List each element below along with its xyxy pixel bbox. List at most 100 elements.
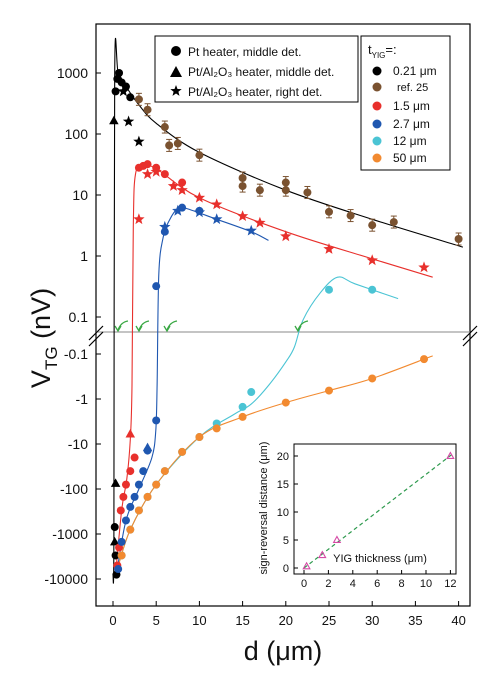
data-point (109, 536, 120, 546)
y-tick-label: -10 (68, 436, 88, 452)
legend-series-label: 1.5 μm (393, 99, 430, 113)
data-point (143, 492, 152, 501)
legend-swatch-icon (372, 153, 382, 163)
data-point (254, 216, 266, 228)
data-point (281, 398, 290, 407)
data-point (111, 551, 120, 560)
data-point (368, 285, 377, 294)
inset-frame (293, 443, 457, 575)
data-point (122, 115, 135, 127)
legend-triangle-icon (170, 66, 182, 77)
data-point (152, 282, 161, 291)
data-point (117, 537, 126, 546)
data-point (193, 206, 206, 218)
data-point (139, 467, 148, 476)
data-point (238, 402, 247, 411)
y-tick-label: -1 (76, 391, 89, 407)
data-point (126, 467, 135, 476)
inset-data-point (446, 451, 455, 459)
data-point (325, 207, 333, 216)
data-point (117, 551, 126, 560)
x-tick-label: 20 (279, 613, 293, 628)
data-point (152, 480, 161, 489)
arrow-icon (297, 320, 309, 331)
arrow-icon (135, 325, 143, 333)
data-point (281, 186, 290, 195)
inset-x-tick-label: 10 (420, 578, 432, 590)
data-point (143, 105, 152, 114)
data-point (133, 213, 145, 225)
arrow-icon (117, 320, 129, 331)
legend-series-label: 50 μm (393, 151, 427, 165)
sign-change-arrows (114, 320, 309, 333)
legend-circle-icon (171, 46, 181, 56)
data-point (178, 447, 187, 456)
data-point (173, 139, 182, 148)
data-point (121, 516, 130, 525)
y-tick-label: 0.1 (69, 309, 89, 325)
data-point (121, 480, 130, 489)
legend-star-icon (170, 85, 182, 96)
data-point (117, 85, 130, 97)
data-point (238, 412, 247, 421)
data-point (238, 182, 247, 191)
y-tick-label: 10 (72, 187, 88, 203)
data-point (211, 213, 223, 225)
y-tick-label: 100 (65, 126, 89, 142)
thickness-legend-title: tYIG=: (368, 42, 397, 60)
data-point (389, 218, 398, 227)
data-point (125, 429, 136, 438)
inset-x-tick-label: 12 (444, 578, 456, 590)
x-axis-label: d (μm) (244, 636, 323, 666)
data-point (167, 180, 180, 191)
data-point (152, 416, 161, 425)
x-tick-label: 15 (235, 613, 249, 628)
data-point (325, 285, 333, 294)
arrow-icon (294, 325, 302, 333)
inset-y-label: sign-reversal distance (μm) (258, 442, 270, 575)
fit-curve-line (115, 206, 269, 575)
x-tick-label: 40 (451, 613, 465, 628)
legend-series-label: 0.21 μm (393, 64, 437, 78)
legend-series-label: ref. 25 (397, 82, 428, 94)
data-point (111, 87, 120, 96)
y-axis-label: VTG (nV) (26, 288, 61, 388)
data-point (110, 478, 121, 487)
data-point (133, 135, 145, 147)
inset-data-point (302, 561, 311, 570)
data-point (418, 261, 430, 273)
y-tick-label: -1000 (52, 526, 88, 542)
data-point (109, 115, 119, 125)
inset-y-tick-label: 10 (277, 507, 289, 519)
arrow-icon (114, 325, 122, 333)
legend-marker-label: Pt heater, middle det. (188, 45, 301, 59)
data-point (126, 93, 135, 102)
data-point (126, 502, 135, 511)
y-tick-label: -100 (60, 481, 88, 497)
data-point (280, 230, 292, 242)
data-point (116, 506, 125, 515)
data-point (150, 165, 162, 177)
legend-swatch-icon (372, 82, 382, 92)
data-point (195, 151, 204, 160)
data-point (119, 492, 128, 501)
data-point (368, 374, 377, 383)
inset-y-tick-label: 20 (277, 451, 289, 463)
data-point (236, 210, 249, 221)
data-point (134, 480, 143, 489)
inset-x-tick-label: 8 (399, 578, 405, 590)
axis-ticks: 0 5 10 15 20 25 30 35 4010001001010.1-0.1-1-10-1… (44, 65, 465, 628)
legend-marker-label: Pt/Al₂O₃ heater, middle det. (188, 65, 334, 79)
data-point (255, 186, 264, 195)
thickness-legend: tYIG=: 0.21 μm ref. 25 1.5 μm 2.7 μm 12 … (360, 35, 451, 171)
x-tick-label: 30 (365, 613, 379, 628)
legend-swatch-icon (372, 136, 382, 146)
data-point (176, 184, 188, 195)
data-point (110, 523, 119, 532)
data-point (245, 224, 257, 236)
axis-break-mark-left (88, 331, 104, 347)
x-tick-label: 0 (109, 613, 116, 628)
data-point (142, 442, 153, 452)
inset-y-tick-label: 0 (283, 563, 289, 575)
